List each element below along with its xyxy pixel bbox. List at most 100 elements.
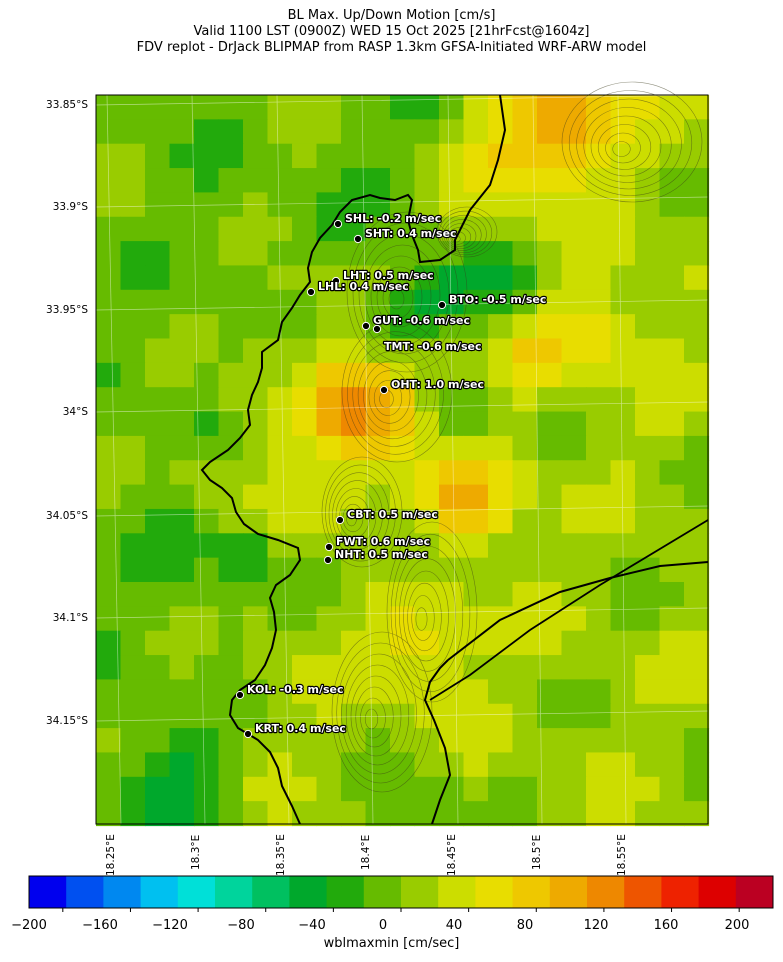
- grid-cell: [659, 241, 685, 267]
- grid-cell: [610, 606, 636, 632]
- grid-cell: [292, 314, 318, 340]
- grid-cell: [561, 338, 587, 364]
- grid-cell: [537, 508, 563, 534]
- grid-cell: [537, 679, 563, 705]
- grid-cell: [586, 265, 612, 291]
- colorbar-segment: [215, 876, 253, 908]
- grid-cell: [635, 241, 661, 267]
- grid-cell: [684, 338, 710, 364]
- grid-cell: [537, 241, 563, 267]
- contour-line: [368, 370, 411, 424]
- grid-cell: [145, 655, 171, 680]
- grid-cell: [635, 362, 661, 388]
- grid-cell: [120, 387, 146, 413]
- grid-cell: [194, 435, 220, 461]
- grid-cell: [145, 435, 171, 461]
- grid-cell: [194, 801, 220, 827]
- grid-cell: [169, 241, 195, 267]
- grid-cell: [635, 776, 661, 802]
- grid-cell: [439, 484, 465, 510]
- grid-cell: [659, 484, 685, 510]
- grid-cell: [194, 460, 220, 486]
- grid-cell: [292, 728, 318, 754]
- grid-cell: [120, 216, 146, 242]
- grid-cell: [537, 143, 563, 169]
- grid-cell: [439, 435, 465, 461]
- meridian-line: [447, 94, 459, 825]
- grid-cell: [537, 655, 563, 680]
- grid-cell: [292, 119, 318, 145]
- station-label: GUT: -0.6 m/sec: [373, 314, 470, 327]
- contour-line: [336, 642, 425, 784]
- grid-cell: [169, 484, 195, 510]
- grid-cell: [341, 606, 367, 632]
- contour-line: [357, 350, 428, 440]
- grid-cell: [243, 776, 269, 802]
- grid-cell: [586, 533, 612, 559]
- grid-cell: [218, 216, 244, 242]
- grid-cell: [610, 168, 636, 193]
- grid-cell: [169, 703, 195, 729]
- grid-cell: [659, 289, 685, 315]
- grid-cell: [96, 582, 122, 607]
- grid-cell: [120, 484, 146, 510]
- grid-cell: [120, 582, 146, 607]
- contour-line: [358, 233, 450, 355]
- grid-cell: [341, 582, 367, 607]
- colorbar-segment: [549, 876, 588, 908]
- grid-cell: [610, 289, 636, 315]
- grid-cell: [684, 606, 710, 632]
- grid-cell: [610, 703, 636, 729]
- grid-cell: [463, 533, 489, 559]
- grid-cell: [439, 411, 465, 437]
- grid-cell: [218, 728, 244, 754]
- station-markers: SHL: -0.2 m/sec SHT: 0.4 m/sec LHT: 0.5 m/…: [235, 211, 548, 739]
- grid-cell: [243, 95, 269, 120]
- grid-cell: [145, 801, 171, 827]
- grid-cell: [586, 216, 612, 242]
- colorbar-segment: [252, 876, 290, 908]
- grid-cell: [684, 411, 710, 437]
- grid-cell: [169, 801, 195, 827]
- grid-cell: [512, 484, 538, 510]
- grid-cell: [120, 460, 146, 486]
- grid-cell: [243, 679, 269, 705]
- grid-cell: [586, 679, 612, 705]
- grid-cell: [194, 533, 220, 559]
- grid-cell: [120, 314, 146, 340]
- grid-cell: [439, 557, 465, 583]
- grid-cell: [365, 143, 391, 169]
- lon-label: 18.5°E: [531, 834, 543, 870]
- contour-line: [583, 107, 672, 183]
- grid-cell: [145, 679, 171, 705]
- grid-cell: [96, 119, 122, 145]
- grid-cell: [96, 508, 122, 534]
- grid-cell: [316, 801, 342, 827]
- colorbar-segment: [363, 876, 402, 908]
- grid-cell: [537, 582, 563, 607]
- contour-line: [445, 223, 477, 249]
- grid-cell: [635, 606, 661, 632]
- grid-cell: [267, 216, 293, 242]
- grid-cell: [194, 606, 220, 632]
- grid-cell: [390, 582, 416, 607]
- grid-cell: [684, 314, 710, 340]
- grid-cell: [684, 533, 710, 559]
- grid-cell: [292, 362, 318, 388]
- grid-cell: [488, 265, 514, 291]
- contour-line: [345, 664, 410, 766]
- grid-cell: [169, 168, 195, 193]
- grid-cell: [243, 362, 269, 388]
- grid-cell: [292, 582, 318, 607]
- grid-cell: [341, 143, 367, 169]
- grid-cell: [659, 752, 685, 778]
- station-marker: [306, 287, 316, 297]
- grid-cell: [365, 508, 391, 534]
- grid-cell: [659, 216, 685, 242]
- grid-cell: [194, 703, 220, 729]
- meridian-line: [191, 94, 206, 825]
- grid-cell: [635, 95, 661, 120]
- grid-cell: [586, 606, 612, 632]
- grid-cell: [659, 265, 685, 291]
- grid-cell: [120, 435, 146, 461]
